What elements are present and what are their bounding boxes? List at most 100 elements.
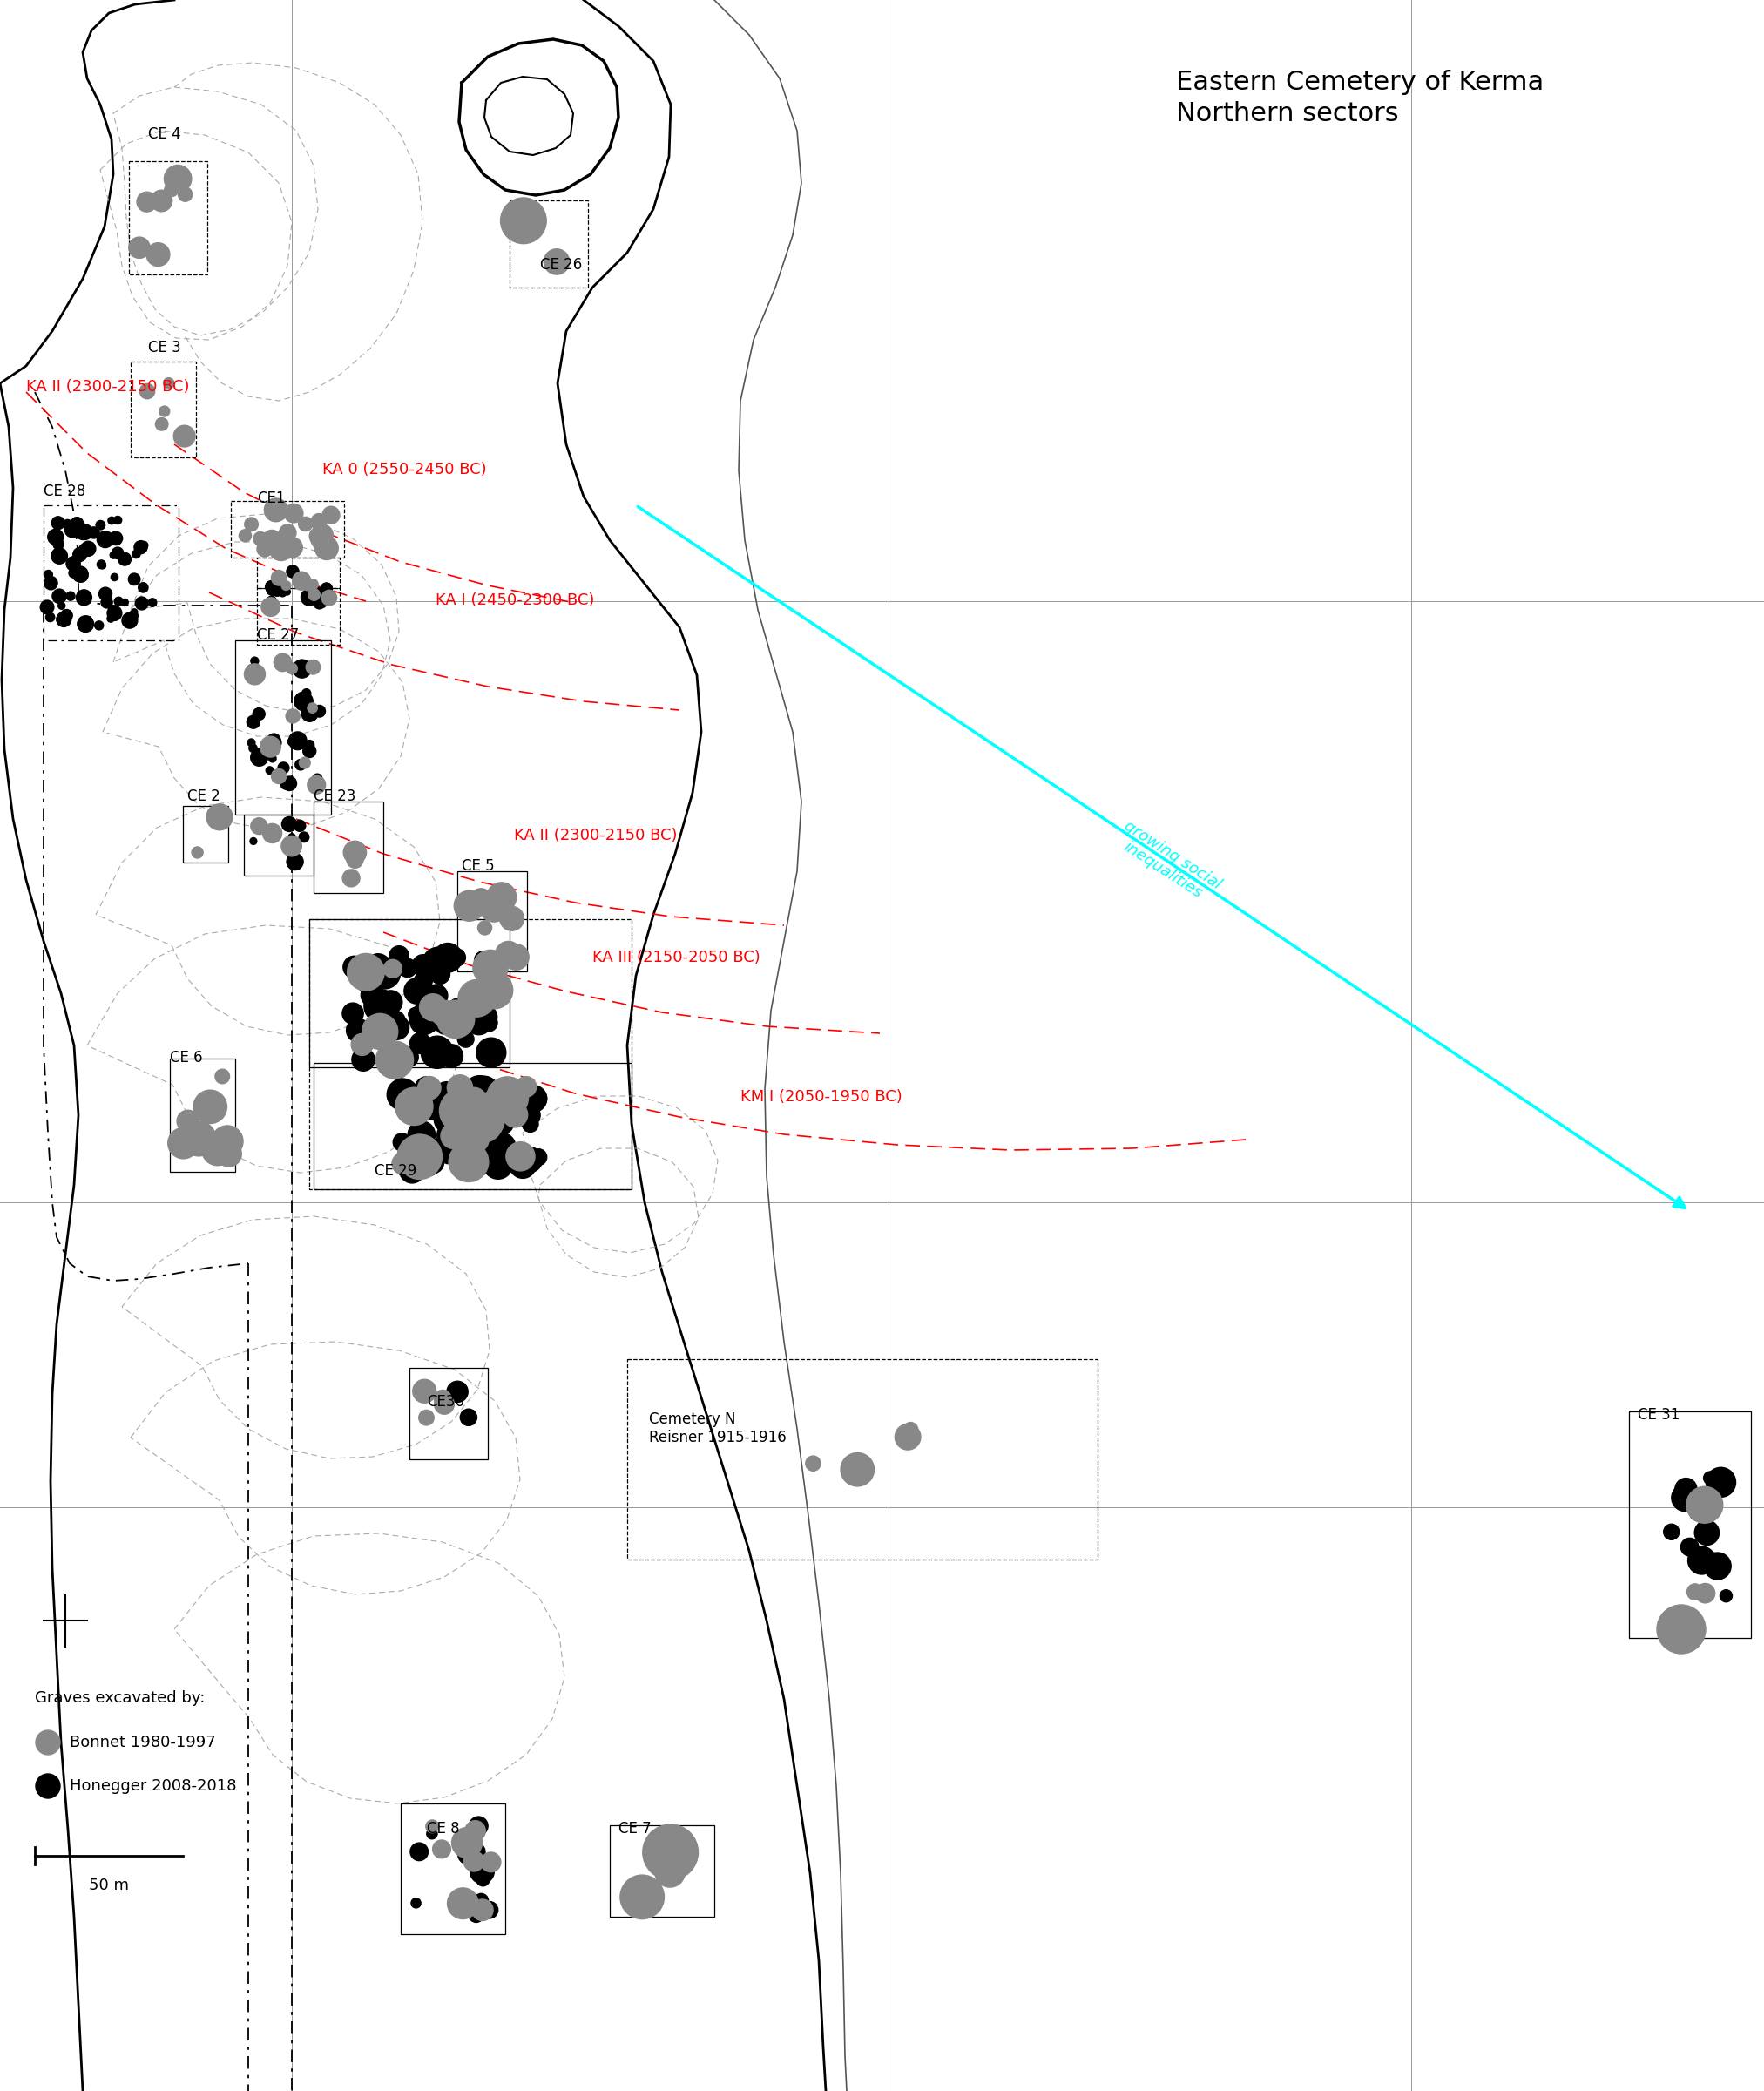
Circle shape [467,995,494,1020]
Circle shape [1690,1508,1704,1520]
Circle shape [279,525,296,542]
Circle shape [139,385,155,399]
Circle shape [471,1115,505,1148]
Circle shape [312,594,328,608]
Circle shape [362,983,385,1006]
Circle shape [385,1010,406,1031]
Circle shape [475,951,492,970]
Circle shape [480,1014,497,1031]
Circle shape [367,960,393,987]
Circle shape [441,1123,466,1148]
Circle shape [457,1031,475,1048]
Circle shape [464,1075,496,1106]
Circle shape [273,654,291,671]
Circle shape [469,1108,494,1131]
Circle shape [471,889,492,910]
Circle shape [51,516,65,529]
Circle shape [79,544,90,556]
Circle shape [76,590,92,606]
Text: CE 31: CE 31 [1637,1407,1679,1422]
Circle shape [284,588,291,596]
Circle shape [437,999,475,1037]
Circle shape [482,1901,497,1917]
Circle shape [148,598,157,606]
Circle shape [443,1131,476,1167]
Text: CE 29: CE 29 [374,1163,416,1179]
Circle shape [263,531,282,550]
Circle shape [480,895,508,922]
Circle shape [81,542,95,556]
Circle shape [411,1899,422,1907]
Circle shape [455,1004,471,1018]
Circle shape [250,749,268,765]
Circle shape [487,1077,529,1119]
Circle shape [282,581,291,590]
Circle shape [397,962,409,974]
Circle shape [418,1077,441,1100]
Circle shape [903,1422,917,1437]
Circle shape [469,1907,483,1922]
Circle shape [302,590,318,606]
Circle shape [430,999,457,1027]
Circle shape [95,621,104,629]
Circle shape [362,1014,399,1050]
Bar [44,506,178,640]
Circle shape [348,953,385,991]
Circle shape [265,581,277,592]
Circle shape [434,1014,455,1035]
Circle shape [289,732,307,751]
Circle shape [379,991,402,1014]
Circle shape [503,1089,522,1108]
Circle shape [108,606,122,621]
Text: CE 6: CE 6 [169,1050,203,1066]
Circle shape [282,818,296,832]
Circle shape [266,734,280,746]
Bar [309,920,632,1190]
Circle shape [212,1125,243,1156]
Text: Graves excavated by:: Graves excavated by: [35,1690,205,1706]
Circle shape [316,537,339,560]
Circle shape [270,581,284,596]
Circle shape [69,569,78,577]
Circle shape [312,525,333,546]
Circle shape [314,600,325,608]
Circle shape [460,1100,503,1144]
Circle shape [415,1077,439,1102]
Circle shape [307,776,326,795]
Circle shape [464,1092,497,1125]
Circle shape [302,688,310,698]
Text: CE 5: CE 5 [462,857,494,874]
Circle shape [397,1133,443,1179]
Circle shape [164,378,175,389]
Circle shape [376,1041,413,1079]
Circle shape [321,590,337,606]
Circle shape [445,1010,471,1037]
Circle shape [247,738,256,746]
Bar [183,805,228,861]
Circle shape [252,709,265,719]
Circle shape [423,947,453,979]
Circle shape [351,1048,374,1071]
Circle shape [517,1148,542,1173]
Circle shape [250,818,268,834]
Circle shape [97,531,113,548]
Circle shape [478,920,492,935]
Circle shape [466,1851,482,1867]
Circle shape [312,774,323,784]
Circle shape [1688,1547,1716,1575]
Circle shape [312,516,325,529]
Circle shape [51,548,67,565]
Circle shape [178,188,192,201]
Circle shape [510,1152,536,1177]
Circle shape [376,1033,392,1050]
Circle shape [367,962,379,974]
Circle shape [307,579,318,590]
Circle shape [439,1089,483,1133]
Circle shape [48,529,64,546]
Circle shape [487,1133,515,1161]
Circle shape [293,571,310,590]
Circle shape [452,1119,476,1142]
Circle shape [131,608,138,615]
Bar [409,1368,489,1460]
Circle shape [370,997,386,1012]
